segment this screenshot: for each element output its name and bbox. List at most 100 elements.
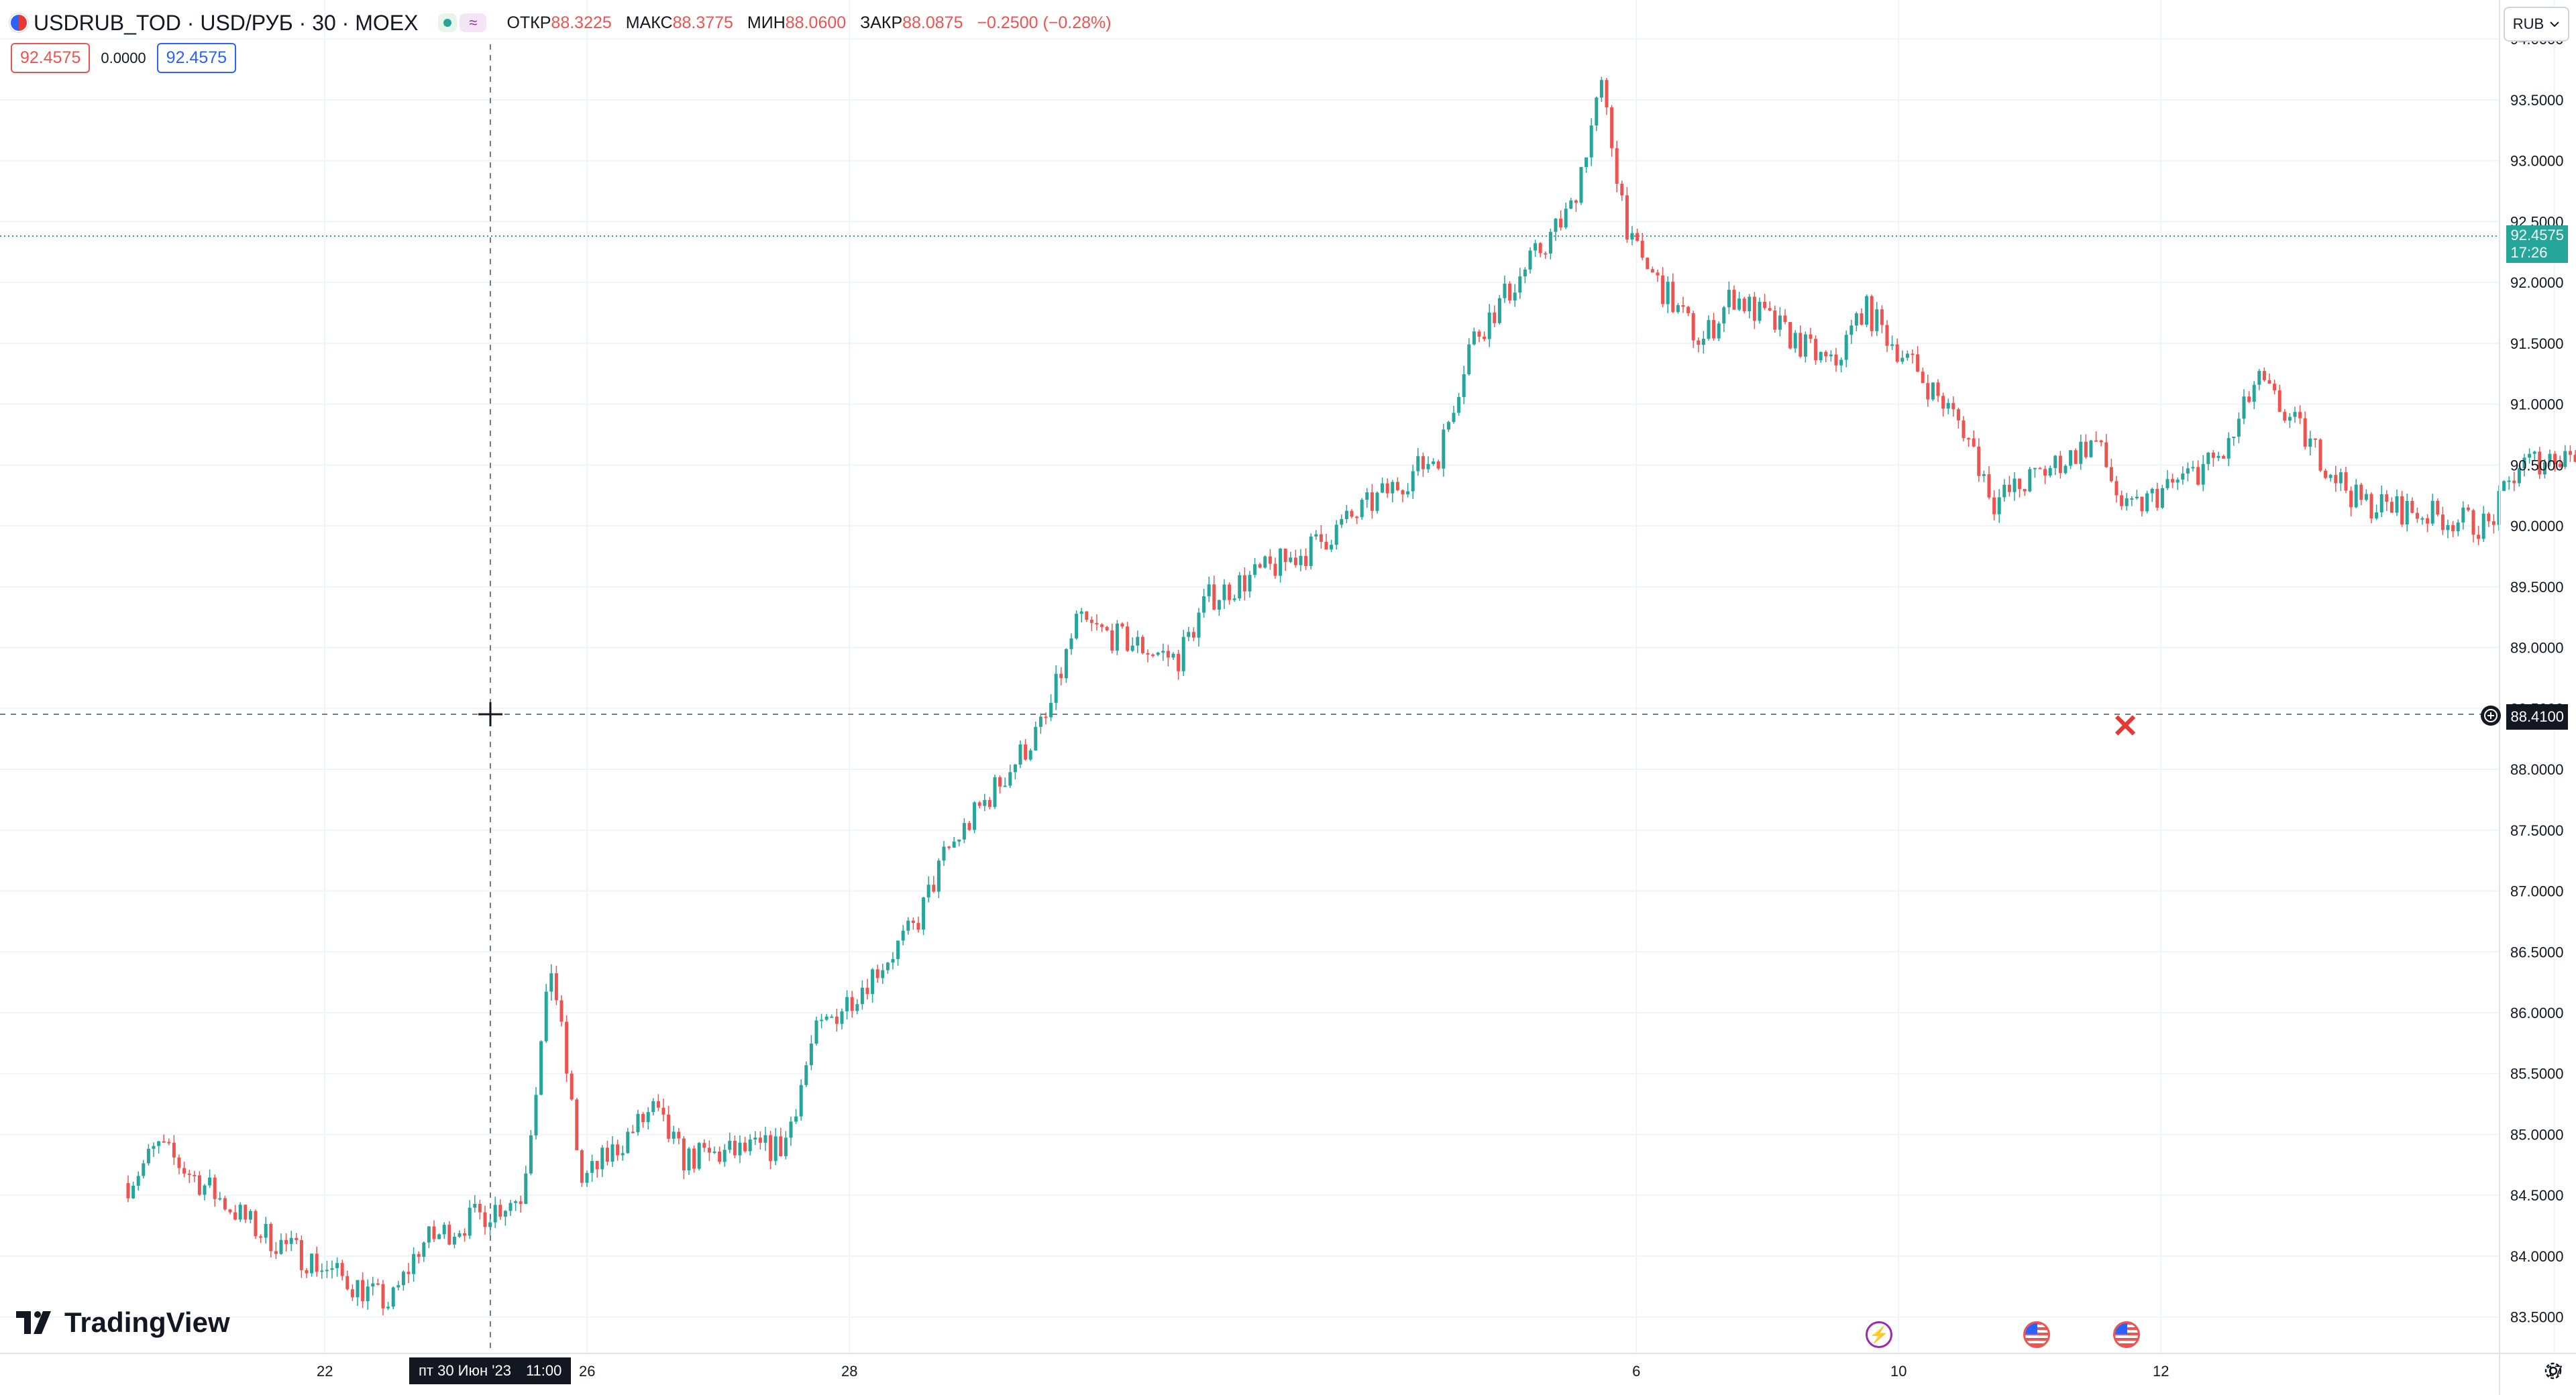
candle-body xyxy=(865,987,869,995)
candle-body xyxy=(967,823,971,830)
candle-body xyxy=(2063,465,2068,473)
candle-body xyxy=(580,1150,584,1183)
add-alert-button[interactable] xyxy=(2481,706,2501,726)
currency-select[interactable]: RUB xyxy=(2504,7,2569,42)
candle-body xyxy=(2324,470,2328,478)
candle-body xyxy=(957,839,961,842)
candle-body xyxy=(2002,484,2006,498)
candle-body xyxy=(626,1131,630,1154)
candle-body xyxy=(442,1225,446,1235)
candle-body xyxy=(779,1136,783,1156)
candle-body xyxy=(692,1148,696,1169)
candle-body xyxy=(2094,440,2098,442)
candle-body xyxy=(947,846,951,848)
flash-event-icon[interactable]: ⚡ xyxy=(1866,1321,1892,1348)
candle-body xyxy=(1467,344,1471,375)
candle-body xyxy=(2084,441,2088,457)
candle-body xyxy=(1834,354,1838,366)
candle-body xyxy=(447,1225,451,1245)
candle-body xyxy=(952,841,956,848)
candle-body xyxy=(835,1016,839,1024)
change-value: −0.2500 (−0.28%) xyxy=(977,13,1112,32)
candle-body xyxy=(1319,534,1323,542)
candle-body xyxy=(544,991,548,1042)
candle-body xyxy=(1064,649,1068,679)
candle-body xyxy=(1085,611,1089,620)
candle-body xyxy=(1238,575,1242,599)
candle-body xyxy=(809,1044,813,1066)
candle-body xyxy=(2528,453,2532,458)
candle-body xyxy=(2150,488,2154,494)
candle-body xyxy=(284,1239,288,1244)
price-tick-label: 89.5000 xyxy=(2510,579,2564,596)
candle-body xyxy=(1436,461,1440,469)
candle-body xyxy=(1697,340,1701,345)
candle-body xyxy=(1171,653,1175,658)
candle-body xyxy=(718,1151,722,1162)
candle-body xyxy=(1242,575,1246,592)
market-status[interactable]: ≈ xyxy=(438,13,487,32)
symbol-title[interactable]: USDRUB_TOD · USD/РУБ · 30 · MOEX xyxy=(34,10,419,35)
candle-body xyxy=(2130,498,2134,500)
candle-body xyxy=(1635,233,1640,241)
candle-body xyxy=(942,846,946,861)
candle-body xyxy=(1452,412,1456,423)
candle-body xyxy=(1605,80,1609,108)
candle-body xyxy=(885,962,890,970)
tradingview-logo[interactable]: TradingView xyxy=(16,1306,230,1339)
candle-body xyxy=(1844,335,1848,360)
gear-icon[interactable] xyxy=(2542,1360,2564,1382)
ohlc-values: ОТКР88.3225 МАКС88.3775 МИН88.0600 ЗАКР8… xyxy=(506,13,1120,33)
candle-body xyxy=(1768,308,1772,311)
candle-body xyxy=(1691,313,1695,341)
close-marker-icon[interactable]: ✕ xyxy=(2112,709,2139,744)
candle-body xyxy=(2247,396,2251,402)
candle-body xyxy=(794,1116,798,1122)
us-economic-event-icon[interactable] xyxy=(2023,1321,2050,1348)
candle-body xyxy=(2369,494,2373,518)
candle-body xyxy=(2553,453,2557,464)
candle-body xyxy=(585,1172,589,1183)
candle-body xyxy=(1788,322,1792,349)
candle-body xyxy=(672,1131,676,1139)
candle-body xyxy=(1727,290,1731,308)
candle-body xyxy=(381,1284,385,1308)
candle-body xyxy=(2104,442,2108,467)
candle-body xyxy=(605,1148,609,1162)
candle-body xyxy=(1732,290,1736,310)
candle-body xyxy=(1202,596,1206,613)
candle-body xyxy=(641,1113,645,1123)
buy-button[interactable]: 92.4575 xyxy=(156,43,237,73)
candle-body xyxy=(1661,275,1665,304)
candle-body xyxy=(1365,492,1369,500)
time-tick-label: 12 xyxy=(2153,1363,2169,1380)
candle-body xyxy=(1666,282,1670,304)
candle-body xyxy=(2563,451,2567,467)
candle-body xyxy=(936,860,941,892)
sell-button[interactable]: 92.4575 xyxy=(11,43,91,73)
candle-body xyxy=(2364,494,2368,500)
candle-body xyxy=(1610,107,1614,148)
us-economic-event-icon[interactable] xyxy=(2113,1321,2140,1348)
candle-body xyxy=(1426,463,1430,469)
candle-body xyxy=(1503,283,1507,298)
candle-body xyxy=(1538,243,1542,254)
candle-body xyxy=(2328,475,2332,478)
candle-body xyxy=(1003,785,1007,787)
price-tick-label: 87.5000 xyxy=(2510,822,2564,839)
candle-body xyxy=(407,1272,411,1274)
candle-body xyxy=(248,1211,252,1220)
price-tick-label: 90.0000 xyxy=(2510,518,2564,535)
candle-body xyxy=(1381,483,1385,493)
candle-body xyxy=(1599,80,1603,98)
candle-body xyxy=(2216,455,2220,458)
candle-body xyxy=(1187,632,1191,637)
candle-body xyxy=(1355,516,1359,518)
candle-body xyxy=(1646,258,1650,270)
candle-body xyxy=(922,897,926,930)
candle-body xyxy=(1911,353,1915,355)
candle-body xyxy=(799,1084,803,1117)
candle-body xyxy=(1324,541,1328,550)
candle-body xyxy=(973,802,977,830)
